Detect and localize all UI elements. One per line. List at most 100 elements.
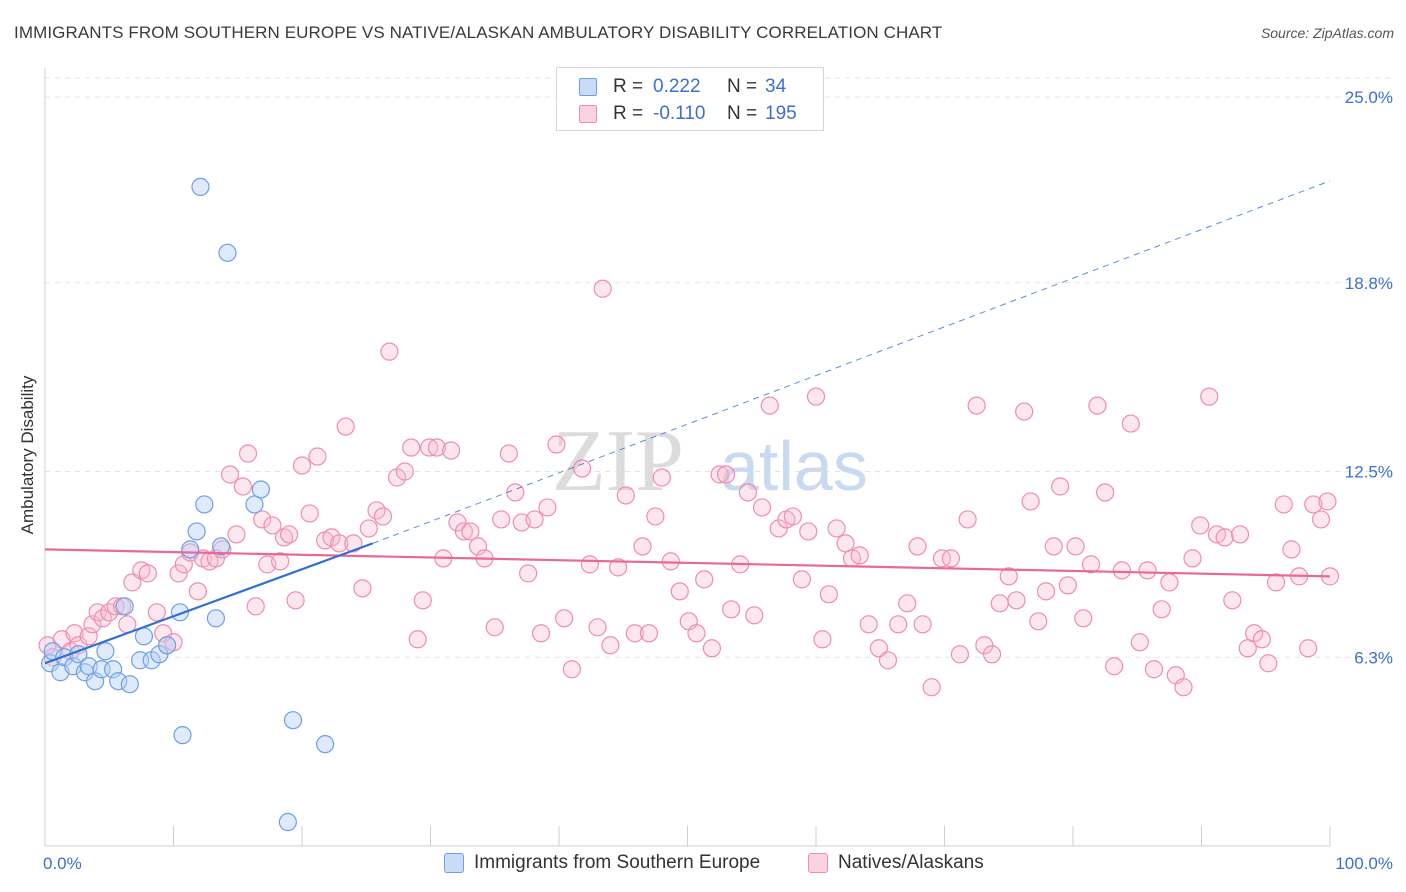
natives-point — [908, 537, 927, 556]
immigrants-point — [109, 672, 128, 691]
watermark: ZIP atlas — [552, 413, 868, 510]
bottom-legend-natives: Natives/Alaskans — [808, 852, 984, 874]
natives-point — [646, 507, 665, 526]
natives-point — [1191, 516, 1210, 535]
natives-point — [1112, 561, 1131, 580]
natives-point — [420, 438, 439, 457]
natives-point — [336, 417, 355, 436]
natives-point — [1183, 549, 1202, 568]
natives-point — [1200, 387, 1219, 406]
natives-point — [441, 441, 461, 460]
natives-point — [1318, 492, 1337, 511]
bottom-legend-label: Immigrants from Southern Europe — [474, 852, 761, 873]
natives-point — [1088, 396, 1107, 415]
natives-point — [799, 522, 818, 541]
natives-point — [1044, 537, 1063, 556]
natives-point — [227, 525, 246, 544]
natives-point — [710, 465, 729, 484]
natives-point — [639, 624, 659, 643]
natives-point — [300, 504, 319, 523]
legend-n-value: 195 — [765, 103, 797, 124]
natives-point — [738, 483, 757, 502]
natives-point — [373, 507, 393, 526]
natives-point — [752, 498, 772, 517]
natives-point — [538, 498, 557, 517]
natives-point — [280, 525, 299, 544]
legend-swatch-blue — [579, 78, 597, 96]
natives-point — [806, 387, 826, 406]
natives-point — [652, 468, 671, 487]
natives-alaskans-points — [38, 279, 1340, 697]
grid-lines — [45, 77, 1392, 658]
natives-point — [461, 522, 480, 541]
natives-point — [716, 465, 736, 484]
legend-n-label: N = — [727, 103, 758, 124]
natives-point — [169, 564, 188, 583]
natives-point — [344, 534, 363, 553]
natives-point — [1051, 477, 1070, 496]
natives-point — [702, 639, 722, 658]
immigrants-point — [157, 636, 177, 655]
natives-point — [616, 486, 635, 505]
natives-point — [506, 483, 525, 502]
immigrants-point — [64, 657, 83, 676]
natives-point — [1007, 591, 1026, 610]
immigrants-point — [115, 597, 134, 616]
natives-point — [402, 438, 421, 457]
natives-point — [353, 579, 372, 598]
natives-point — [263, 516, 282, 535]
natives-point — [519, 564, 538, 583]
natives-point — [138, 564, 157, 583]
bottom-legend-immigrants: Immigrants from Southern Europe — [444, 852, 760, 874]
natives-point — [745, 606, 764, 625]
natives-point — [359, 519, 378, 538]
natives-point — [898, 594, 917, 613]
natives-point — [485, 618, 504, 637]
y-tick-label: 6.3% — [1354, 648, 1393, 667]
natives-point — [633, 537, 652, 556]
immigrants-point — [251, 480, 270, 499]
natives-point — [859, 615, 878, 634]
natives-point — [760, 396, 779, 415]
natives-point — [783, 507, 802, 526]
legend-n-value: 34 — [765, 76, 787, 97]
immigrants-points — [41, 177, 335, 832]
natives-point — [1215, 528, 1234, 547]
immigrants-point — [206, 609, 226, 628]
natives-point — [588, 618, 607, 637]
natives-point — [1029, 612, 1048, 631]
y-tick-labels: 6.3% 12.5% 18.8% 25.0% — [1345, 88, 1393, 667]
natives-point — [274, 528, 294, 547]
immigrants-point — [96, 642, 115, 661]
natives-point — [1074, 609, 1093, 628]
natives-point — [670, 582, 689, 601]
natives-point — [967, 396, 986, 415]
immigrants-point — [120, 675, 139, 694]
natives-point — [722, 600, 741, 619]
trend-lines — [44, 180, 1331, 665]
natives-point — [1299, 639, 1318, 658]
natives-point — [188, 582, 208, 601]
chart-source: Source: ZipAtlas.com — [1260, 25, 1394, 41]
natives-point — [999, 567, 1018, 586]
y-axis-label: Ambulatory Disability — [18, 375, 37, 535]
natives-point — [1096, 483, 1115, 502]
immigrants-point — [187, 522, 206, 541]
immigrants-point — [316, 735, 335, 754]
natives-point — [83, 615, 102, 634]
natives-trend-line — [44, 548, 1331, 578]
natives-point — [695, 570, 714, 589]
natives-point — [233, 477, 252, 496]
natives-point — [941, 549, 961, 568]
natives-point — [1138, 561, 1157, 580]
immigrants-point — [191, 177, 210, 196]
natives-point — [1130, 633, 1149, 652]
natives-point — [330, 534, 349, 553]
bottom-legend-swatch-blue — [444, 853, 464, 873]
natives-point — [836, 534, 855, 553]
y-tick-label: 18.8% — [1345, 274, 1393, 293]
natives-point — [687, 624, 706, 643]
immigrants-point — [181, 540, 200, 559]
natives-point — [792, 570, 811, 589]
